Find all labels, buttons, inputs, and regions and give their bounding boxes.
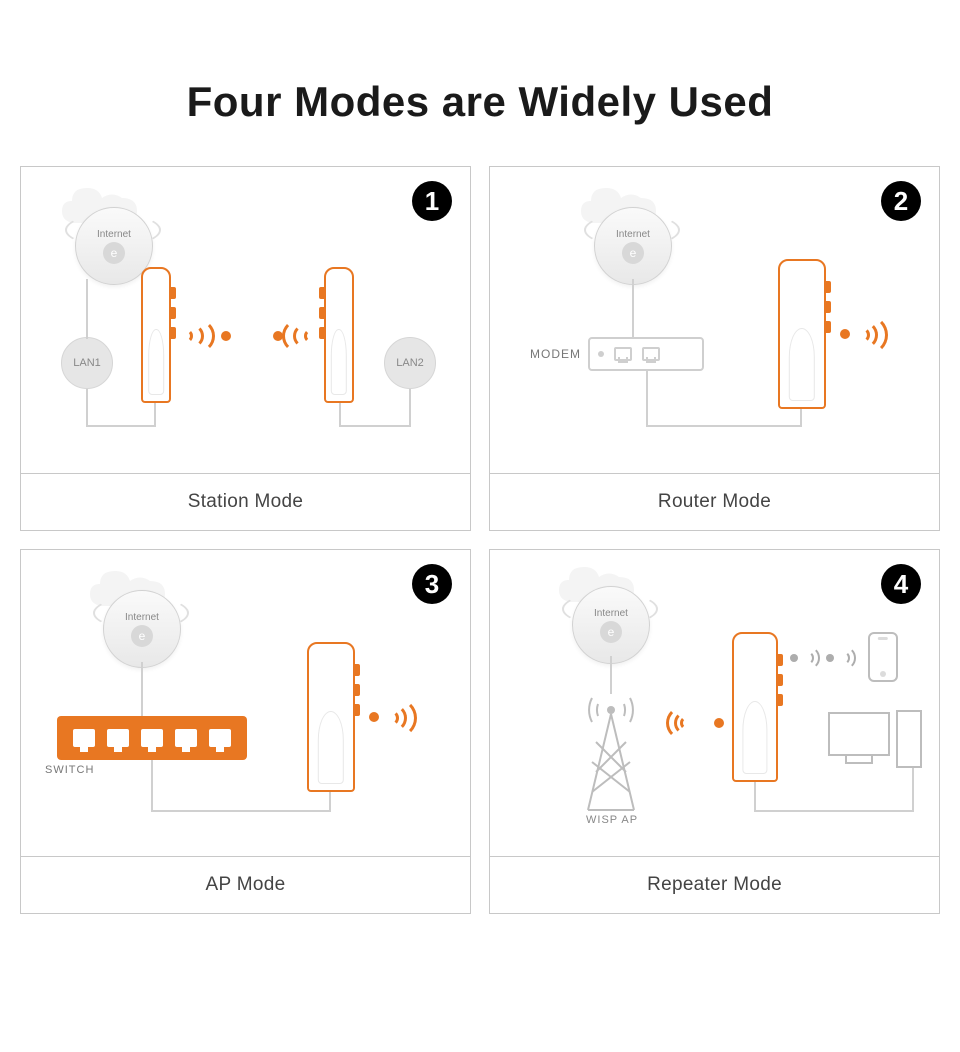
modem-icon — [588, 337, 704, 371]
wifi-signal-icon — [179, 319, 215, 353]
panel-ap-mode: 3 Internet e SWITCH — [20, 549, 471, 914]
internet-label: Internet — [97, 229, 131, 240]
phone-icon — [868, 632, 898, 682]
lan2-badge: LAN2 — [384, 337, 436, 389]
panel-label: Repeater Mode — [490, 857, 939, 913]
wifi-signal-icon — [854, 315, 888, 355]
diagram-router: Internet e MODEM — [490, 167, 939, 474]
internet-cloud-icon: Internet e — [65, 185, 185, 275]
wifi-signal-grey-icon — [826, 646, 856, 670]
pc-tower-icon — [896, 710, 922, 768]
wifi-signal-icon — [383, 698, 417, 738]
switch-icon — [57, 716, 247, 760]
internet-cloud-icon: Internet e — [93, 568, 213, 658]
wifi-dot-icon — [221, 331, 231, 341]
internet-cloud-icon: Internet e — [584, 185, 704, 275]
wifi-signal-icon — [282, 319, 318, 353]
lan1-badge: LAN1 — [61, 337, 113, 389]
panel-label: Router Mode — [490, 474, 939, 530]
diagram-station: Internet e LAN1 LAN2 — [21, 167, 470, 474]
internet-label: Internet — [616, 229, 650, 240]
internet-label: Internet — [125, 612, 159, 623]
panel-station-mode: 1 Internet e LAN1 LAN2 — [20, 166, 471, 531]
wifi-signal-icon — [666, 706, 694, 740]
panel-router-mode: 2 Internet e MODEM — [489, 166, 940, 531]
device-icon — [307, 642, 355, 792]
device-icon — [778, 259, 826, 409]
wifi-dot-icon — [714, 718, 724, 728]
panel-repeater-mode: 4 Internet e — [489, 549, 940, 914]
internet-label: Internet — [594, 608, 628, 619]
device-icon — [732, 632, 778, 782]
tower-label: WISP AP — [586, 814, 638, 826]
page-title: Four Modes are Widely Used — [0, 0, 960, 166]
panel-label: AP Mode — [21, 857, 470, 913]
tower-icon — [576, 692, 646, 812]
internet-cloud-icon: Internet e — [562, 564, 682, 654]
monitor-icon — [828, 712, 890, 756]
diagram-ap: Internet e SWITCH — [21, 550, 470, 857]
panel-label: Station Mode — [21, 474, 470, 530]
modem-label: MODEM — [530, 347, 581, 361]
device-icon — [141, 267, 171, 403]
diagram-repeater: Internet e — [490, 550, 939, 857]
panel-grid: 1 Internet e LAN1 LAN2 — [0, 166, 960, 914]
device-icon — [324, 267, 354, 403]
switch-label: SWITCH — [45, 764, 94, 776]
wifi-signal-grey-icon — [790, 646, 820, 670]
